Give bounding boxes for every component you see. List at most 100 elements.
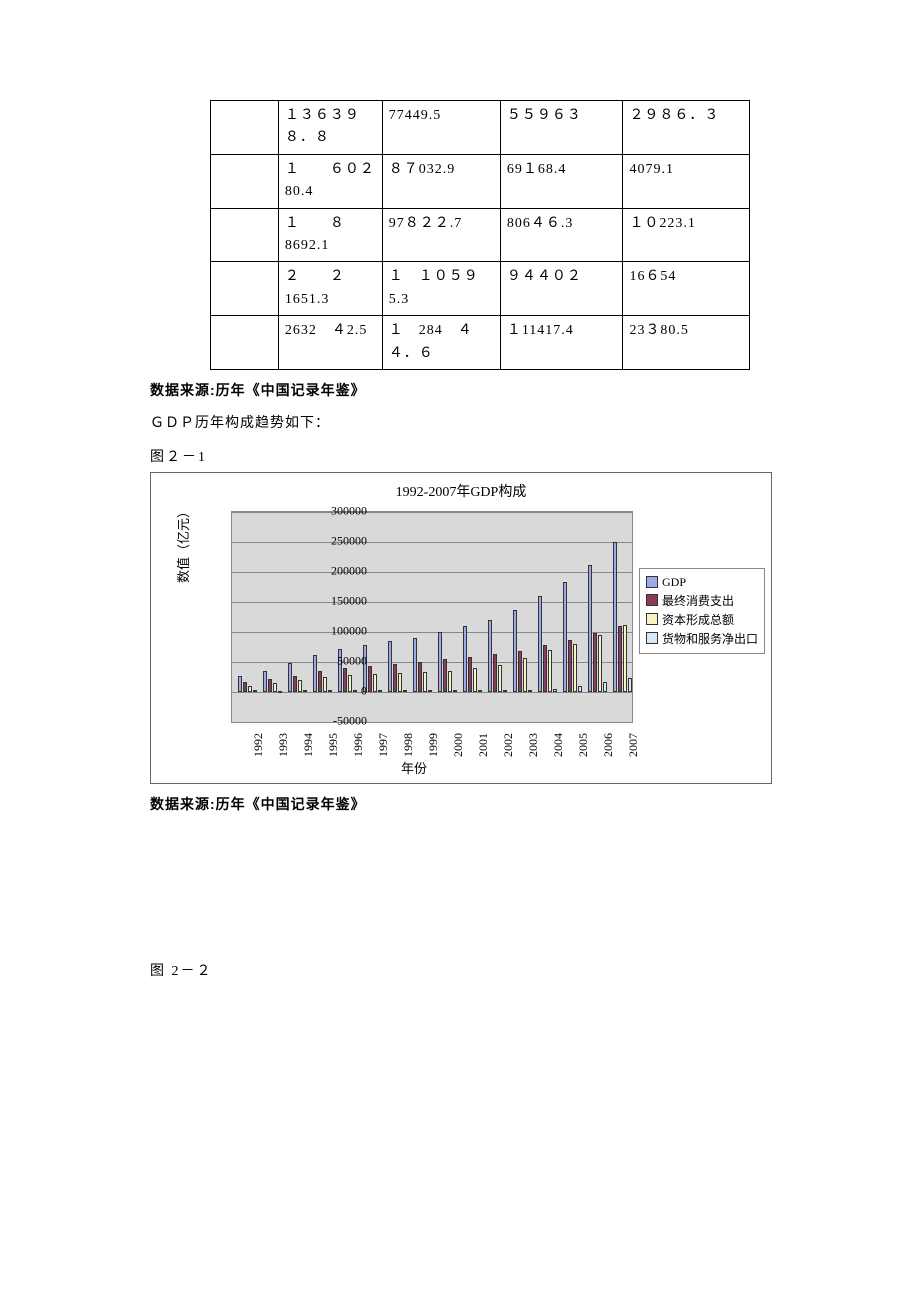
table-cell <box>211 154 279 208</box>
legend-item: 货物和服务净出口 <box>646 630 758 647</box>
data-source-1: 数据来源:历年《中国记录年鉴》 <box>150 380 770 400</box>
bar-final_consumption <box>468 657 472 692</box>
figure-2-2-label: 图 2－２ <box>150 960 770 980</box>
bar-capital_formation <box>248 686 252 692</box>
figure-2-1-label: 图２－1 <box>150 446 770 466</box>
bar-net_exports <box>253 690 257 692</box>
bar-GDP <box>563 582 567 692</box>
bar-net_exports <box>628 678 632 692</box>
x-tick-label: 1997 <box>376 733 391 757</box>
y-tick-label: 150000 <box>307 593 367 608</box>
table-cell: 23３80.5 <box>623 316 750 370</box>
bar-net_exports <box>528 690 532 692</box>
bar-final_consumption <box>618 626 622 692</box>
bar-final_consumption <box>293 676 297 692</box>
y-tick-label: -50000 <box>307 713 367 728</box>
table-cell: 77449.5 <box>382 101 500 155</box>
bar-GDP <box>538 596 542 692</box>
legend-item: 最终消费支出 <box>646 592 758 609</box>
bar-net_exports <box>603 682 607 692</box>
y-tick-label: 200000 <box>307 563 367 578</box>
bar-capital_formation <box>548 650 552 692</box>
bar-final_consumption <box>368 666 372 692</box>
y-tick-label: 250000 <box>307 533 367 548</box>
table-cell <box>211 101 279 155</box>
bar-GDP <box>613 542 617 692</box>
bar-net_exports <box>278 691 282 693</box>
table-cell: 806４６.3 <box>500 208 623 262</box>
legend-swatch <box>646 594 658 606</box>
bar-capital_formation <box>373 674 377 692</box>
bar-GDP <box>463 626 467 692</box>
bar-final_consumption <box>493 654 497 692</box>
table-cell: １ ６０２80.4 <box>278 154 382 208</box>
x-tick-label: 1998 <box>401 733 416 757</box>
gdp-data-table: １３６３９８．８77449.5５５９６３２９８６．３１ ６０２80.4８７032… <box>210 100 750 370</box>
bar-final_consumption <box>518 651 522 692</box>
bar-final_consumption <box>543 645 547 691</box>
bar-final_consumption <box>393 664 397 692</box>
bar-final_consumption <box>418 662 422 692</box>
y-tick-label: 0 <box>307 683 367 698</box>
y-tick-label: 100000 <box>307 623 367 638</box>
bar-net_exports <box>553 689 557 691</box>
bar-GDP <box>488 620 492 692</box>
bar-net_exports <box>378 690 382 692</box>
table-cell: ２９８６．３ <box>623 101 750 155</box>
bar-capital_formation <box>473 668 477 692</box>
bar-capital_formation <box>298 680 302 692</box>
y-tick-label: 300000 <box>307 503 367 518</box>
table-cell: 16６54 <box>623 262 750 316</box>
bar-net_exports <box>578 686 582 692</box>
table-cell: １０223.1 <box>623 208 750 262</box>
bar-net_exports <box>403 690 407 692</box>
table-cell: 97８２２.7 <box>382 208 500 262</box>
legend-item: GDP <box>646 575 758 590</box>
legend-swatch <box>646 613 658 625</box>
bar-capital_formation <box>423 672 427 692</box>
table-cell <box>211 316 279 370</box>
data-source-2: 数据来源:历年《中国记录年鉴》 <box>150 794 770 814</box>
legend-item: 资本形成总额 <box>646 611 758 628</box>
x-tick-label: 1999 <box>426 733 441 757</box>
bar-final_consumption <box>243 682 247 692</box>
legend-label: 货物和服务净出口 <box>662 630 758 647</box>
table-cell: 2632 ４2.5 <box>278 316 382 370</box>
y-tick-label: 50000 <box>307 653 367 668</box>
plot-area <box>231 511 633 723</box>
bar-final_consumption <box>268 679 272 691</box>
x-tick-label: 2005 <box>576 733 591 757</box>
x-tick-label: 2001 <box>476 733 491 757</box>
x-tick-label: 1993 <box>276 733 291 757</box>
table-cell: 4079.1 <box>623 154 750 208</box>
table-cell: ２ ２1651.3 <box>278 262 382 316</box>
table-cell: ９４４０２ <box>500 262 623 316</box>
x-tick-label: 1994 <box>301 733 316 757</box>
x-tick-label: 2006 <box>601 733 616 757</box>
legend-swatch <box>646 632 658 644</box>
legend-label: 资本形成总额 <box>662 611 734 628</box>
bar-capital_formation <box>598 635 602 692</box>
x-tick-label: 1996 <box>351 733 366 757</box>
bar-GDP <box>413 638 417 692</box>
gdp-trend-intro: ＧＤＰ历年构成趋势如下： <box>150 412 770 432</box>
table-cell: １11417.4 <box>500 316 623 370</box>
gdp-composition-chart: 1992-2007年GDP构成 数值（亿元） 年份 GDP最终消费支出资本形成总… <box>150 472 772 784</box>
bar-net_exports <box>453 690 457 692</box>
table-cell: ５５９６３ <box>500 101 623 155</box>
bar-net_exports <box>478 690 482 692</box>
x-tick-label: 2007 <box>626 733 641 757</box>
x-tick-label: 2003 <box>526 733 541 757</box>
bar-capital_formation <box>523 658 527 692</box>
bar-net_exports <box>428 690 432 692</box>
bar-final_consumption <box>593 633 597 692</box>
legend-label: GDP <box>662 575 686 590</box>
x-tick-label: 2004 <box>551 733 566 757</box>
legend-label: 最终消费支出 <box>662 592 734 609</box>
bar-capital_formation <box>448 671 452 692</box>
table-cell <box>211 208 279 262</box>
table-cell: 69１68.4 <box>500 154 623 208</box>
table-cell: １ １０５９5.3 <box>382 262 500 316</box>
bar-capital_formation <box>398 673 402 692</box>
bar-GDP <box>438 632 442 692</box>
